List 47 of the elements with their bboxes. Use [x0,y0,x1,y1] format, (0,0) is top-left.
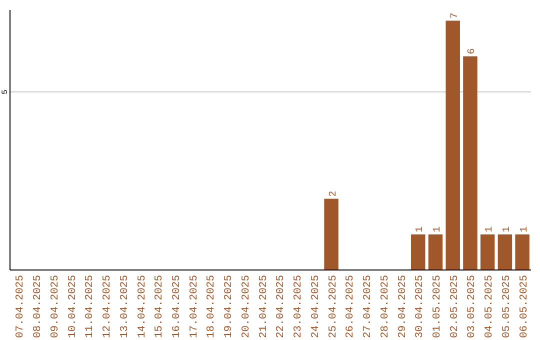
bar [446,20,460,270]
data-label: 6 [467,48,478,54]
x-tick-label: 21.04.2025 [258,275,270,338]
bar [428,234,443,270]
data-label: 1 [519,226,530,232]
x-tick-label: 17.04.2025 [188,275,200,338]
x-tick-label: 02.05.2025 [448,275,461,338]
x-tick-label: 07.04.2025 [14,275,27,338]
x-tick-label: 15.04.2025 [154,275,166,338]
bar [410,234,426,270]
bar [515,234,530,270]
bar [324,198,338,270]
x-tick-label: 08.04.2025 [32,275,44,338]
x-tick-label: 25.04.2025 [327,275,340,338]
x-tick-label: 04.05.2025 [484,275,496,338]
x-tick-label: 19.04.2025 [223,275,236,338]
x-tick-label: 30.04.2025 [414,275,426,338]
x-tick-label: 20.04.2025 [240,275,252,338]
x-tick-label: 23.04.2025 [292,275,305,338]
x-tick-label: 14.04.2025 [136,275,148,338]
x-tick-label: 10.04.2025 [66,275,79,338]
x-tick-label: 09.04.2025 [49,275,62,338]
x-tick-label: 29.04.2025 [396,275,409,338]
x-tick-label: 16.04.2025 [170,275,183,338]
data-label: 1 [502,226,513,232]
data-label: 1 [432,226,444,232]
x-tick-label: 22.04.2025 [275,275,288,338]
x-tick-label: 24.04.2025 [310,275,322,338]
x-tick-label: 13.04.2025 [118,275,131,338]
x-tick-label: 05.05.2025 [500,275,513,338]
data-label: 7 [450,12,461,19]
bar [498,234,512,270]
x-tick-label: 03.05.2025 [466,275,478,338]
bar [463,56,478,270]
bar [480,234,495,270]
data-label: 1 [415,226,426,232]
data-label: 1 [484,226,496,232]
x-tick-label: 06.05.2025 [518,275,530,338]
y-tick-label: 5 [1,89,10,94]
x-tick-label: 12.04.2025 [102,275,114,338]
x-tick-label: 26.04.2025 [344,275,357,338]
x-tick-label: 27.04.2025 [362,275,374,338]
x-tick-label: 28.04.2025 [379,275,392,338]
x-tick-label: 11.04.2025 [84,275,96,338]
x-tick-label: 18.04.2025 [206,275,218,338]
x-tick-label: 01.05.2025 [431,275,444,338]
data-label: 2 [328,190,340,197]
